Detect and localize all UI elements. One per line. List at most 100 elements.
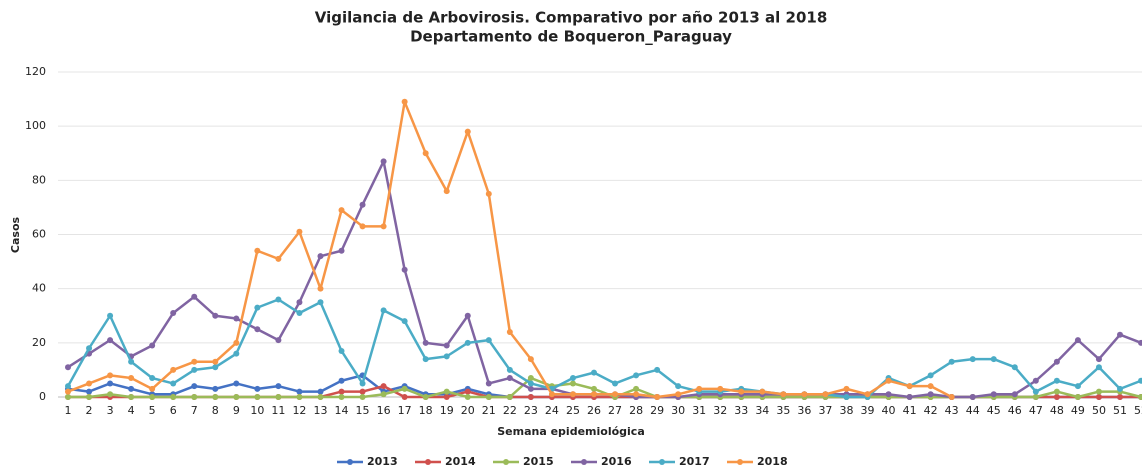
x-tick-label: 25 <box>566 404 580 417</box>
x-tick-label: 47 <box>1029 404 1043 417</box>
x-tick-label: 39 <box>861 404 875 417</box>
x-tick-label: 41 <box>903 404 917 417</box>
data-point <box>254 304 261 311</box>
data-point <box>65 394 71 400</box>
legend-marker <box>425 459 431 465</box>
data-point <box>296 310 303 317</box>
data-point <box>443 394 450 400</box>
data-point <box>864 391 871 398</box>
data-point <box>359 394 366 400</box>
data-point <box>1138 394 1142 400</box>
x-tick-label: 4 <box>128 404 135 417</box>
data-point <box>464 394 471 400</box>
data-point <box>969 394 976 400</box>
data-point <box>254 247 261 254</box>
data-point <box>212 358 219 365</box>
data-point <box>1074 337 1081 344</box>
data-point <box>591 391 597 398</box>
data-point <box>86 345 93 352</box>
data-point <box>612 380 619 387</box>
data-point <box>569 380 576 387</box>
data-point <box>885 391 892 398</box>
data-point <box>128 394 135 400</box>
data-point <box>233 350 240 357</box>
data-point <box>275 394 282 400</box>
data-point <box>612 391 619 398</box>
data-point <box>1053 388 1060 395</box>
x-tick-label: 9 <box>233 404 240 417</box>
data-point <box>191 366 198 373</box>
data-point <box>338 347 345 354</box>
data-point <box>233 380 240 387</box>
x-tick-label: 21 <box>482 404 496 417</box>
data-point <box>675 383 682 390</box>
data-point <box>927 383 934 390</box>
x-tick-label: 19 <box>440 404 454 417</box>
data-point <box>1095 394 1102 400</box>
y-tick-label: 120 <box>25 65 46 78</box>
data-point <box>759 388 766 395</box>
data-point <box>254 394 261 400</box>
data-point <box>1053 358 1060 365</box>
x-tick-label: 6 <box>170 404 177 417</box>
data-point <box>464 388 471 395</box>
data-point <box>1095 356 1102 363</box>
legend-marker <box>659 459 665 465</box>
data-point <box>107 391 114 398</box>
data-point <box>675 391 682 398</box>
x-tick-label: 11 <box>271 404 285 417</box>
data-point <box>107 380 114 387</box>
data-point <box>1095 364 1102 371</box>
data-point <box>170 366 177 373</box>
data-point <box>990 356 997 363</box>
x-tick-label: 23 <box>524 404 538 417</box>
x-tick-label: 28 <box>629 404 643 417</box>
data-point <box>506 375 513 382</box>
x-tick-label: 1 <box>65 404 72 417</box>
data-point <box>464 339 471 346</box>
data-point <box>527 380 534 387</box>
data-point <box>380 383 387 390</box>
data-point <box>843 385 850 392</box>
data-point <box>338 394 345 400</box>
data-point <box>149 385 156 392</box>
data-point <box>86 394 93 400</box>
y-tick-label: 0 <box>39 390 46 403</box>
data-point <box>1138 377 1142 384</box>
legend-label: 2017 <box>679 455 710 468</box>
data-point <box>1074 394 1081 400</box>
data-point <box>1053 377 1060 384</box>
data-point <box>1011 391 1018 398</box>
x-tick-label: 2 <box>86 404 93 417</box>
data-point <box>822 391 829 398</box>
data-point <box>717 385 724 392</box>
series-line <box>67 100 953 399</box>
data-point <box>254 326 261 333</box>
x-tick-label: 33 <box>734 404 748 417</box>
data-point <box>569 375 576 382</box>
x-tick-label: 8 <box>212 404 219 417</box>
data-point <box>506 329 513 335</box>
x-tick-label: 50 <box>1092 404 1106 417</box>
data-point <box>1032 394 1039 400</box>
data-point <box>170 380 177 387</box>
data-point <box>485 394 492 400</box>
data-point <box>948 358 955 365</box>
data-point <box>107 372 114 379</box>
data-point <box>191 383 198 390</box>
data-point <box>443 353 450 360</box>
data-point <box>275 383 282 390</box>
data-point <box>464 312 471 319</box>
data-point <box>485 337 492 344</box>
data-point <box>317 299 324 306</box>
data-point <box>443 388 450 395</box>
x-tick-label: 10 <box>250 404 264 417</box>
x-tick-label: 49 <box>1071 404 1085 417</box>
x-tick-label: 34 <box>755 404 769 417</box>
data-point <box>65 383 71 390</box>
data-point <box>212 385 219 392</box>
data-point <box>422 339 429 346</box>
data-point <box>359 388 366 395</box>
series-line <box>66 298 1142 399</box>
data-point <box>128 385 135 392</box>
